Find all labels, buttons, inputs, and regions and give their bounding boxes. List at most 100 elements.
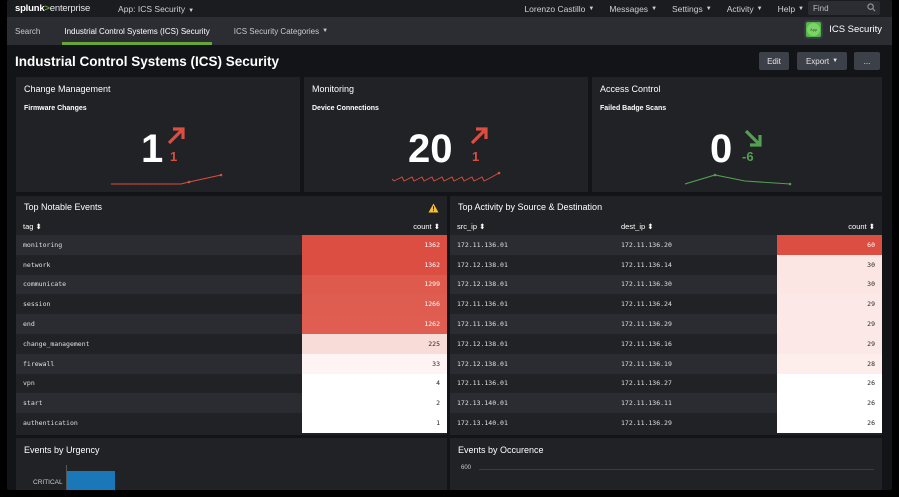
- chevron-down-icon: ▼: [756, 5, 763, 12]
- table-row[interactable]: 172.11.136.01 172.11.136.24 29: [450, 294, 882, 315]
- cell-count[interactable]: 2: [302, 393, 447, 414]
- edit-button[interactable]: Edit: [759, 52, 789, 70]
- cell-tag[interactable]: end: [23, 320, 35, 329]
- cell-dest-ip[interactable]: 172.11.136.11: [621, 399, 672, 408]
- cell-count[interactable]: 1362: [302, 235, 447, 255]
- bar-critical[interactable]: [67, 471, 115, 490]
- table-row[interactable]: 172.12.138.01 172.11.136.30 30: [450, 274, 882, 295]
- activity-menu[interactable]: Activity ▼: [726, 3, 763, 14]
- table-header: tag ⬍ count ⬍: [16, 218, 447, 235]
- cell-tag[interactable]: monitoring: [23, 240, 63, 249]
- panel-subtitle: Device Connections: [312, 105, 379, 112]
- axis-line: [66, 465, 67, 490]
- settings-menu[interactable]: Settings ▼: [672, 3, 712, 14]
- table-row[interactable]: firewall 33: [16, 353, 447, 374]
- table-row[interactable]: authentication 1: [16, 413, 447, 433]
- cell-count[interactable]: 4: [302, 373, 447, 394]
- cell-tag[interactable]: vpn: [23, 379, 35, 388]
- table-row[interactable]: change_management 225: [16, 334, 447, 354]
- cell-dest-ip[interactable]: 172.11.136.29: [621, 419, 672, 428]
- cell-dest-ip[interactable]: 172.11.136.27: [621, 379, 672, 388]
- cell-count[interactable]: 30: [777, 254, 882, 275]
- cell-count[interactable]: 1299: [302, 274, 447, 295]
- cell-count[interactable]: 29: [777, 294, 882, 315]
- cell-src-ip[interactable]: 172.11.136.01: [457, 379, 508, 388]
- app-menu[interactable]: App: ICS Security ▼: [118, 3, 195, 14]
- table-row[interactable]: 172.12.138.01 172.11.136.14 30: [450, 254, 882, 275]
- splunk-logo[interactable]: splunk>enterprise: [15, 3, 91, 14]
- cell-count[interactable]: 29: [777, 314, 882, 334]
- table-row[interactable]: 172.12.138.01 172.11.136.16 29: [450, 334, 882, 354]
- cell-tag[interactable]: start: [23, 399, 43, 408]
- cell-src-ip[interactable]: 172.12.138.01: [457, 260, 508, 269]
- table-row[interactable]: 172.11.136.01 172.11.136.20 60: [450, 235, 882, 255]
- help-menu[interactable]: Help ▼: [777, 3, 804, 14]
- table-row[interactable]: 172.12.138.01 172.11.136.19 28: [450, 353, 882, 374]
- cell-src-ip[interactable]: 172.12.138.01: [457, 280, 508, 289]
- cell-count[interactable]: 28: [777, 353, 882, 374]
- panel-title: Change Management: [24, 84, 111, 94]
- cell-count[interactable]: 33: [302, 353, 447, 374]
- table-row[interactable]: 172.11.136.01 172.11.136.29 29: [450, 314, 882, 334]
- cell-count[interactable]: 26: [777, 393, 882, 414]
- cell-dest-ip[interactable]: 172.11.136.24: [621, 300, 672, 309]
- cell-dest-ip[interactable]: 172.11.136.16: [621, 339, 672, 348]
- find-input[interactable]: Find: [808, 1, 880, 15]
- cell-count[interactable]: 225: [302, 334, 447, 354]
- table-row[interactable]: monitoring 1362: [16, 235, 447, 255]
- table-row[interactable]: 172.11.136.01 172.11.136.27 26: [450, 373, 882, 394]
- table-row[interactable]: vpn 4: [16, 373, 447, 394]
- table-row[interactable]: communicate 1299: [16, 274, 447, 295]
- nav-ics-categories[interactable]: ICS Security Categories ▼: [233, 26, 329, 36]
- column-header-tag[interactable]: tag ⬍: [23, 222, 42, 231]
- cell-dest-ip[interactable]: 172.11.136.19: [621, 359, 672, 368]
- cell-count[interactable]: 29: [777, 334, 882, 354]
- cell-src-ip[interactable]: 172.11.136.01: [457, 320, 508, 329]
- column-header-src-ip[interactable]: src_ip ⬍: [457, 222, 486, 231]
- cell-dest-ip[interactable]: 172.11.136.14: [621, 260, 672, 269]
- panel-title: Top Activity by Source & Destination: [458, 202, 603, 212]
- messages-menu[interactable]: Messages ▼: [609, 3, 658, 14]
- table-row[interactable]: start 2: [16, 393, 447, 414]
- column-header-count[interactable]: count ⬍: [848, 222, 875, 231]
- cell-src-ip[interactable]: 172.13.140.01: [457, 419, 508, 428]
- more-button[interactable]: ...: [854, 52, 880, 70]
- table-row[interactable]: session 1266: [16, 294, 447, 315]
- cell-tag[interactable]: firewall: [23, 359, 55, 368]
- nav-search[interactable]: Search: [15, 26, 41, 36]
- cell-tag[interactable]: change_management: [23, 339, 90, 348]
- column-header-dest-ip[interactable]: dest_ip ⬍: [621, 222, 654, 231]
- panel-top-notable-events: Top Notable Events tag ⬍ count ⬍ monitor…: [16, 196, 447, 435]
- cell-count[interactable]: 1: [302, 413, 447, 433]
- table-row[interactable]: 172.13.140.01 172.11.136.11 26: [450, 393, 882, 414]
- cell-src-ip[interactable]: 172.12.138.01: [457, 359, 508, 368]
- cell-dest-ip[interactable]: 172.11.136.20: [621, 240, 672, 249]
- nav-ics-security[interactable]: Industrial Control Systems (ICS) Securit…: [62, 17, 213, 45]
- table-row[interactable]: end 1262: [16, 314, 447, 334]
- export-button[interactable]: Export ▼: [797, 52, 847, 70]
- cell-tag[interactable]: network: [23, 260, 51, 269]
- cell-src-ip[interactable]: 172.12.138.01: [457, 339, 508, 348]
- table-row[interactable]: 172.13.140.01 172.11.136.29 26: [450, 413, 882, 433]
- panel-title: Monitoring: [312, 84, 355, 94]
- cell-count[interactable]: 1362: [302, 254, 447, 275]
- cell-dest-ip[interactable]: 172.11.136.29: [621, 320, 672, 329]
- cell-count[interactable]: 26: [777, 373, 882, 394]
- table-row[interactable]: network 1362: [16, 254, 447, 275]
- cell-tag[interactable]: authentication: [23, 419, 78, 428]
- cell-count[interactable]: 30: [777, 274, 882, 295]
- cell-src-ip[interactable]: 172.11.136.01: [457, 240, 508, 249]
- cell-src-ip[interactable]: 172.11.136.01: [457, 300, 508, 309]
- cell-count[interactable]: 1266: [302, 294, 447, 315]
- sparkline: [685, 173, 792, 186]
- warning-icon[interactable]: [428, 203, 439, 213]
- cell-count[interactable]: 60: [777, 235, 882, 255]
- column-header-count[interactable]: count ⬍: [413, 222, 440, 231]
- cell-tag[interactable]: session: [23, 300, 51, 309]
- cell-count[interactable]: 26: [777, 413, 882, 433]
- cell-tag[interactable]: communicate: [23, 280, 67, 289]
- cell-count[interactable]: 1262: [302, 314, 447, 334]
- cell-src-ip[interactable]: 172.13.140.01: [457, 399, 508, 408]
- user-menu[interactable]: Lorenzo Castillo ▼: [524, 3, 595, 14]
- cell-dest-ip[interactable]: 172.11.136.30: [621, 280, 672, 289]
